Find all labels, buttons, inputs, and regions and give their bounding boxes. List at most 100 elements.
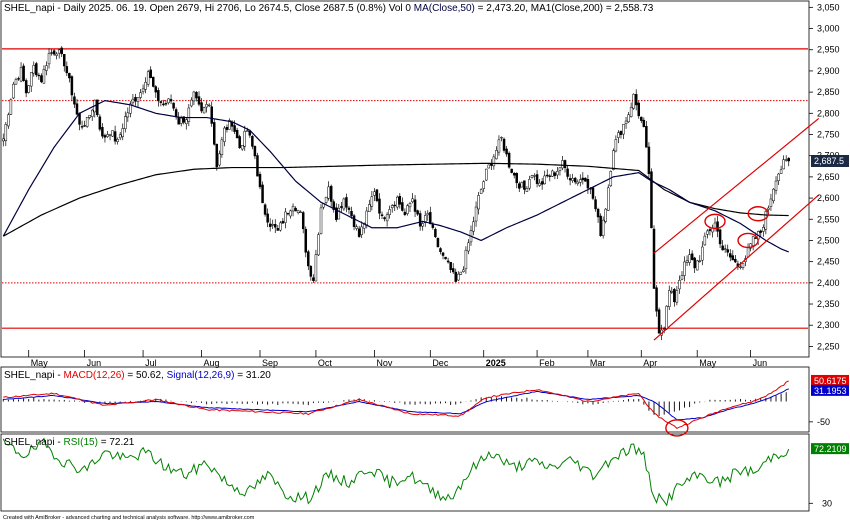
candle-body (774, 180, 778, 191)
price-tick-label: 2,850 (817, 87, 840, 97)
candle-body (365, 210, 369, 226)
candle-body (706, 230, 709, 235)
candle-body (17, 78, 20, 80)
candle-body (746, 247, 750, 258)
ma50-line (2, 99, 789, 253)
candle-body (784, 159, 788, 161)
candle-body (228, 120, 231, 130)
candle-body (604, 208, 607, 222)
candle-body (182, 116, 185, 123)
candle-body (335, 207, 338, 220)
signal-tag-bg (811, 384, 849, 396)
candle-body (591, 187, 595, 199)
time-tick-label: Jun (753, 358, 768, 368)
candle-body (121, 128, 124, 137)
candle-body (474, 206, 478, 222)
candle-body (57, 49, 61, 54)
candle-body (101, 127, 104, 137)
rsi-axis: 30 (809, 498, 832, 508)
candle-body (411, 198, 414, 203)
candle-body (52, 50, 56, 55)
candle-body (418, 213, 422, 227)
candle-body (70, 76, 74, 96)
candle-body (632, 93, 635, 109)
candle-body (90, 109, 94, 117)
candle-body (581, 177, 585, 181)
candle-body (436, 237, 440, 248)
candle-body (416, 210, 419, 215)
candle-body (568, 178, 572, 181)
candle-body (35, 63, 38, 76)
candle-body (385, 214, 389, 222)
candle-body (685, 260, 689, 263)
candle-body (413, 199, 417, 212)
price-tick-label: 2,800 (817, 108, 840, 118)
price-tick-label: 2,300 (817, 320, 840, 330)
channel-lower-line (653, 194, 820, 341)
time-tick-label: Jul (145, 358, 157, 368)
candle-body (68, 72, 71, 79)
candle-body (139, 92, 142, 98)
rsi-line (2, 437, 790, 507)
candle-body (657, 309, 661, 334)
candle-body (65, 66, 69, 74)
candle-body (195, 91, 198, 99)
candle-body (487, 164, 491, 169)
candle-body (561, 160, 564, 169)
signal-header-label: Signal(12,26,9) (167, 370, 235, 381)
candle-body (32, 64, 36, 74)
candle-body (261, 184, 264, 204)
price-axis: 3,0503,0002,9502,9002,8502,8002,7502,700… (809, 2, 840, 351)
candle-body (337, 207, 341, 220)
candle-body (406, 205, 409, 214)
price-panel-frame (0, 0, 810, 358)
rsi-header-prefix: SHEL_napi - (4, 437, 61, 448)
candle-body (495, 150, 498, 160)
macd-tag-bg (811, 374, 849, 386)
candle-body (446, 260, 450, 263)
trend-channel (653, 117, 820, 341)
rsi-tag-text: 72.2109 (814, 444, 847, 454)
candle-body (146, 71, 150, 85)
ma200-value: = 2,558.73 (606, 3, 654, 14)
candle-body (375, 189, 379, 202)
signal-tag-text: 31.1953 (814, 386, 847, 396)
candle-body (307, 251, 310, 267)
ma50-value: = 2,473.20, (478, 3, 528, 14)
candle-body (271, 224, 274, 226)
candle-body (759, 230, 763, 233)
candle-body (457, 273, 460, 281)
candle-body (782, 159, 785, 170)
candle-body (80, 126, 84, 128)
candle-body (655, 287, 658, 312)
candle-body (126, 112, 130, 118)
candle-body (713, 222, 717, 229)
candle-body (345, 197, 348, 208)
candle-body (751, 236, 755, 246)
candle-body (423, 215, 427, 223)
candle-body (383, 217, 386, 220)
price-tick-label: 2,250 (817, 341, 840, 351)
candle-body (83, 125, 86, 127)
candle-body (29, 72, 33, 87)
candle-body (741, 263, 745, 268)
candle-body (281, 220, 285, 224)
candle-body (634, 94, 638, 106)
candle-body (502, 138, 506, 151)
macd-header: SHEL_napi - MACD(12,26) = 50.62, Signal(… (4, 370, 271, 381)
candle-body (571, 178, 574, 181)
candle-body (584, 177, 587, 182)
candle-body (510, 168, 513, 173)
candle-body (607, 187, 610, 211)
candle-body (477, 195, 480, 210)
candle-body (680, 275, 684, 280)
candle-body (579, 179, 582, 183)
candle-body (157, 90, 160, 102)
candle-body (530, 175, 534, 179)
candle-body (678, 280, 681, 290)
candle-body (500, 137, 503, 139)
candle-body (716, 221, 719, 232)
candle-body (350, 210, 353, 217)
time-tick-label: Jun (87, 358, 102, 368)
price-header-main: SHEL_napi - Daily 2025. 06. 19. Open 267… (4, 3, 411, 14)
